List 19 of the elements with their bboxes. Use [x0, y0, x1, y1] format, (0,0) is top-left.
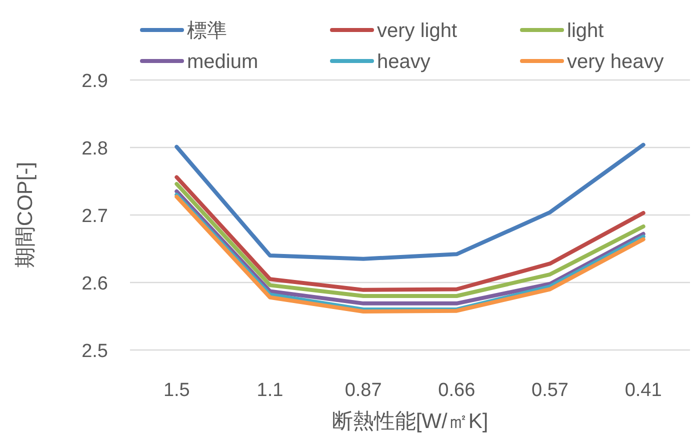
x-tick-label: 1.5	[163, 380, 190, 401]
legend-label: medium	[187, 51, 258, 73]
y-tick-label: 2.7	[82, 206, 108, 227]
x-tick-label: 0.66	[438, 380, 476, 401]
legend-label: heavy	[377, 51, 430, 73]
y-tick-label: 2.9	[82, 71, 108, 92]
y-tick-label: 2.6	[82, 274, 108, 294]
legend-label: light	[567, 20, 604, 42]
y-tick-label: 2.8	[82, 138, 108, 160]
y-axis-title: 期間COP[-]	[14, 162, 37, 268]
y-tick-label: 2.5	[82, 341, 108, 362]
x-tick-label: 1.1	[256, 380, 284, 401]
legend-label: very heavy	[567, 51, 664, 73]
legend-label: very light	[377, 20, 458, 42]
x-tick-label: 0.87	[344, 380, 382, 401]
legend-label: 標準	[187, 20, 227, 42]
x-axis-title: 断熱性能[W/㎡K]	[332, 410, 488, 433]
x-tick-label: 0.57	[532, 380, 568, 401]
x-tick-label: 0.41	[624, 380, 662, 401]
